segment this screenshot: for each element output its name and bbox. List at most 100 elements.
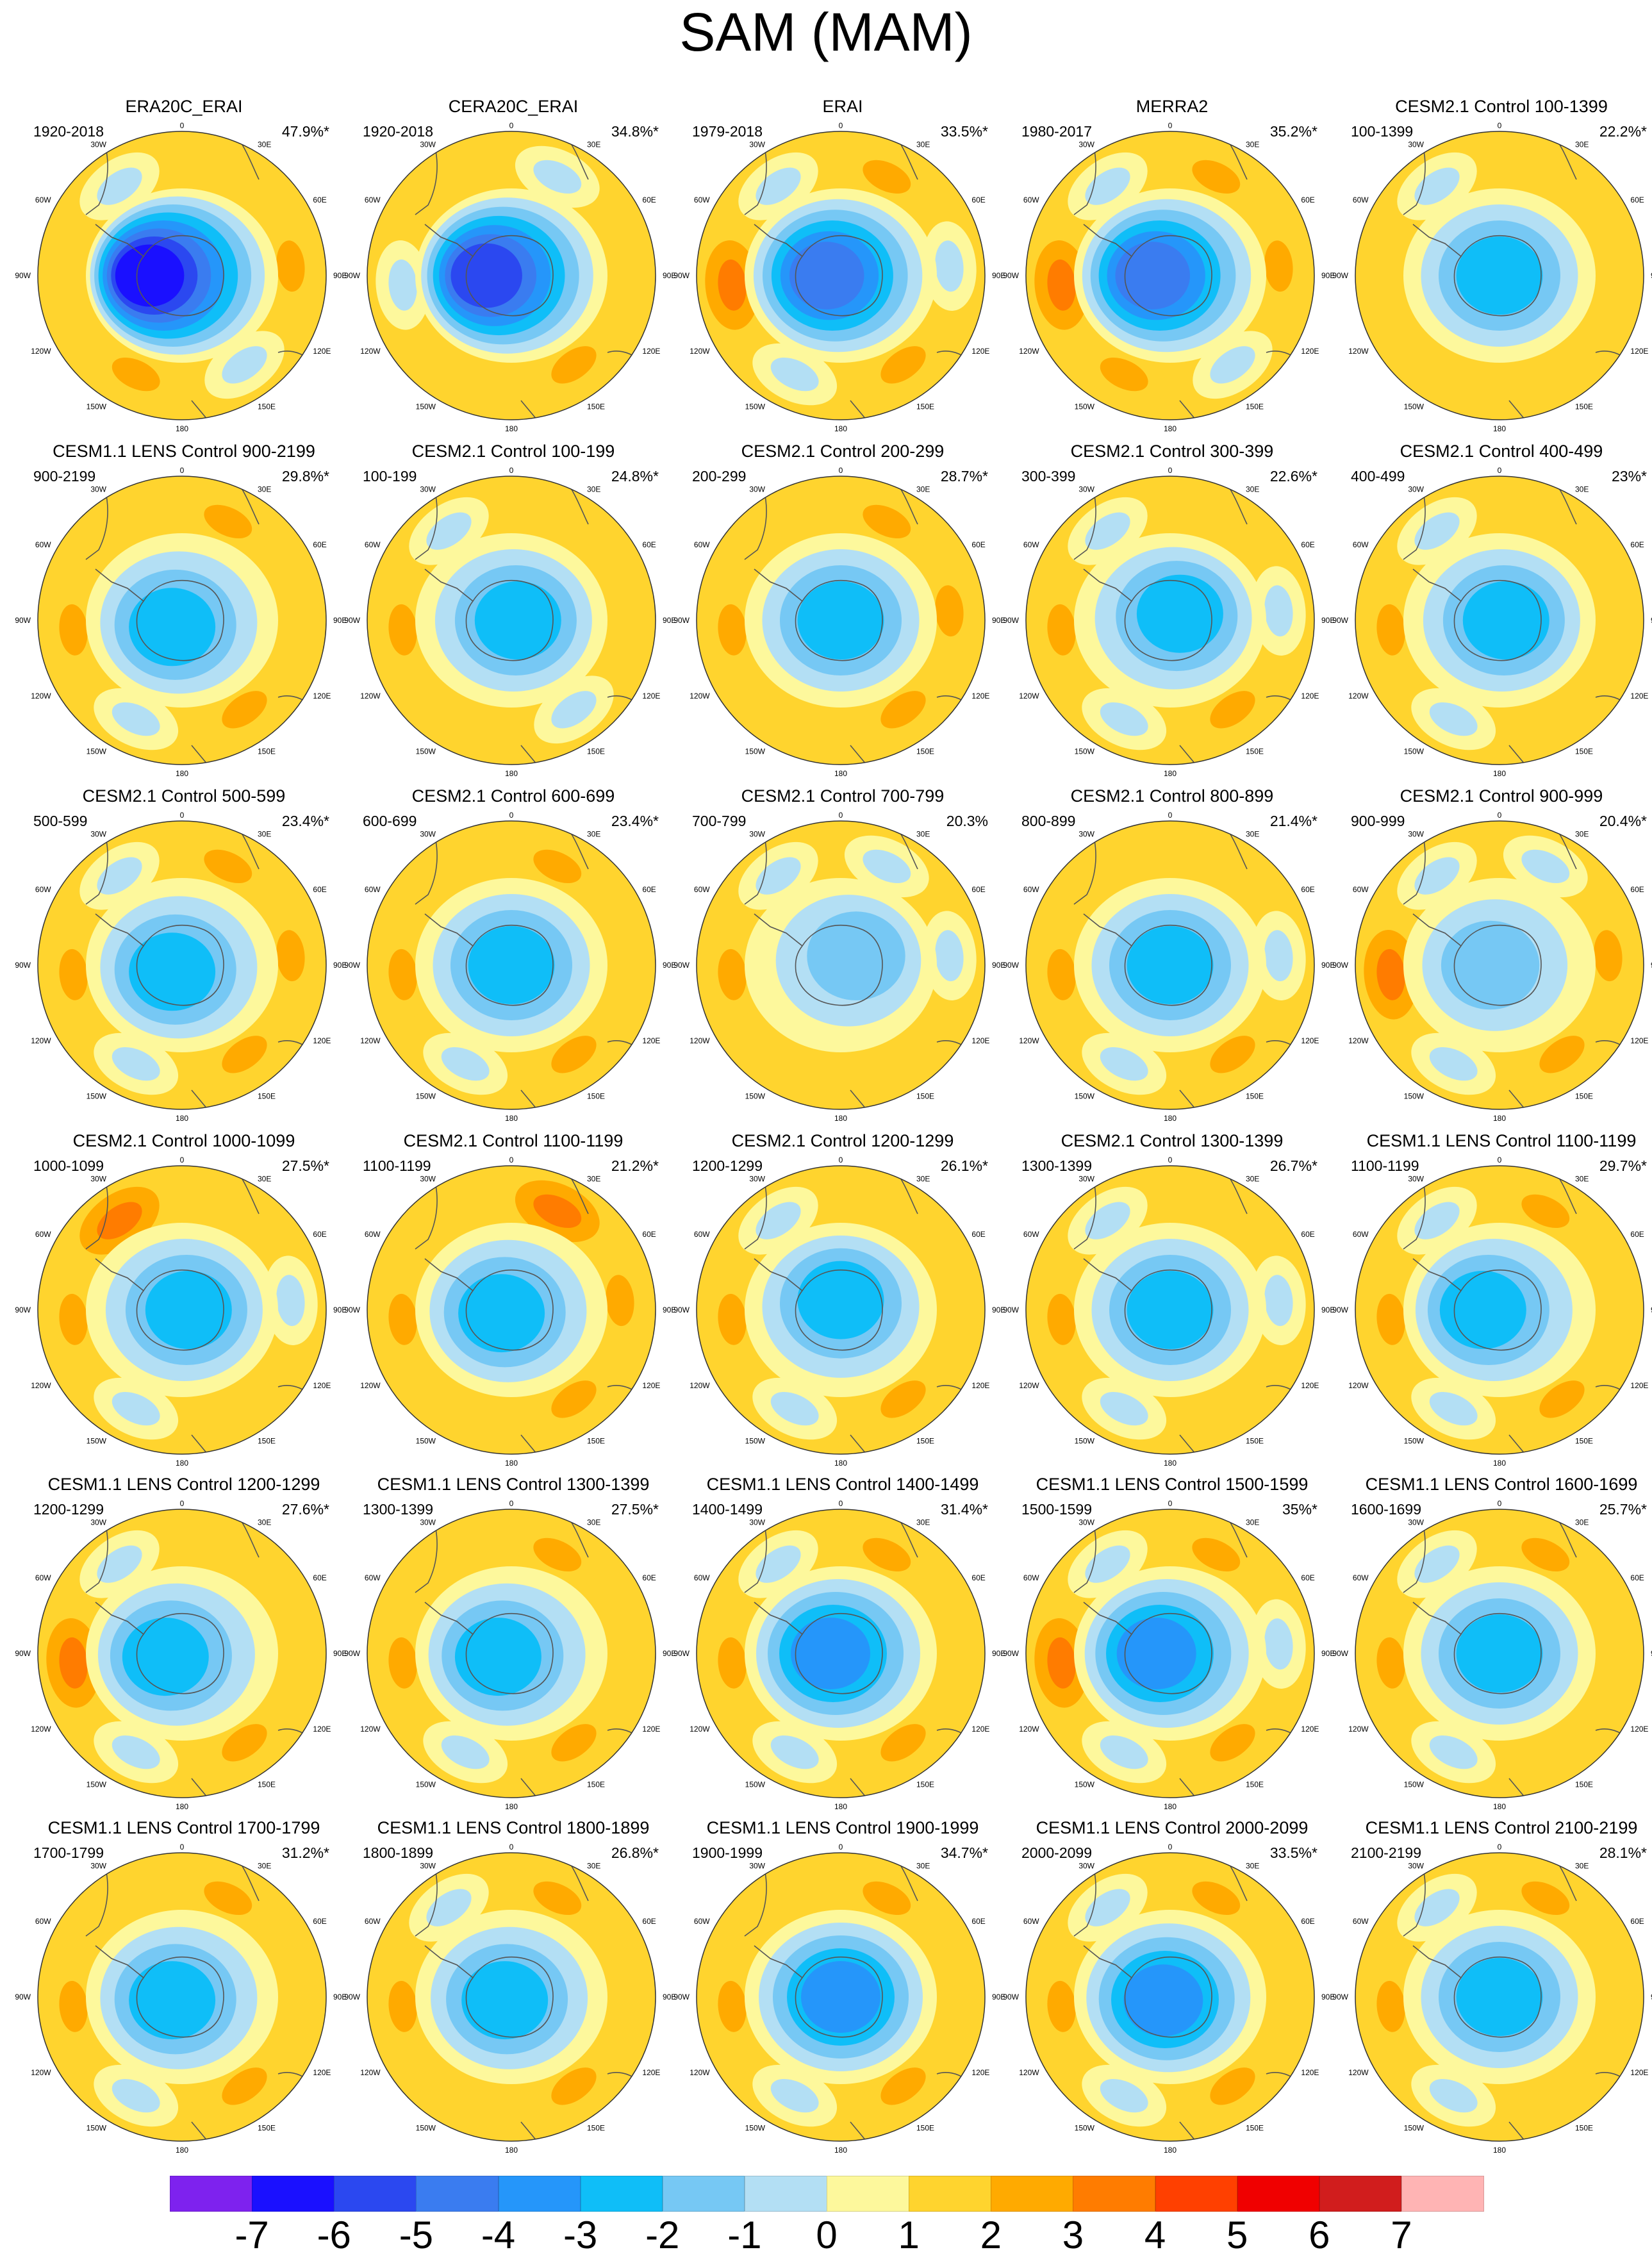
panel-period: 700-799 — [692, 813, 747, 829]
panel-title: CESM1.1 LENS Control 1100-1199 — [1366, 1131, 1637, 1150]
panel-period: 1000-1099 — [33, 1157, 104, 1174]
contour-blob-core — [1085, 167, 1130, 205]
longitude-label: 120E — [1301, 1725, 1319, 1734]
longitude-label: 120W — [31, 1036, 51, 1045]
longitude-label: 120E — [971, 1381, 989, 1390]
panel-variance: 29.8%* — [281, 468, 329, 485]
contour-blob-core — [222, 1036, 267, 1073]
contour-blob-core — [1376, 604, 1405, 656]
panel-variance: 23.4%* — [611, 813, 659, 829]
longitude-label: 30W — [1408, 485, 1424, 494]
longitude-labels: 0 180 30E 30W 60E 60W 90E 90W 120E 120W 150E 150W — [15, 811, 347, 1123]
longitude-label: 60E — [1301, 195, 1314, 204]
contour-field — [38, 131, 326, 420]
longitude-label: 120W — [1348, 1725, 1369, 1734]
longitude-label: 180 — [176, 424, 188, 433]
longitude-label: 60W — [35, 885, 51, 894]
longitude-label: 90E — [663, 961, 676, 970]
longitude-label: 60E — [1630, 885, 1644, 894]
longitude-label: 150E — [1575, 1091, 1593, 1100]
map-panel: CESM1.1 LENS Control 1900-1999 1900-1999 3… — [673, 1818, 1005, 2173]
contour-field — [697, 1853, 985, 2141]
longitude-label: 30E — [1246, 140, 1259, 149]
contour-field — [1026, 1509, 1314, 1798]
longitude-label: 180 — [1164, 424, 1177, 433]
longitude-labels: 0 180 30E 30W 60E 60W 90E 90W 120E 120W 150E 150W — [673, 466, 1005, 778]
contour-blob-core — [863, 1881, 911, 1916]
map-boundary — [37, 476, 327, 765]
longitude-label: 150E — [587, 2123, 605, 2132]
longitude-label: 60W — [1023, 1917, 1039, 1926]
contour-blob-core — [533, 1194, 582, 1229]
longitude-label: 150W — [1404, 1091, 1425, 1100]
longitude-labels: 0 180 30E 30W 60E 60W 90E 90W 120E 120W 150E 150W — [344, 811, 676, 1123]
longitude-label: 30E — [587, 485, 600, 494]
longitude-label: 30W — [90, 830, 106, 839]
contour-blob-core — [551, 1036, 597, 1073]
longitude-label: 90E — [663, 1649, 676, 1658]
longitude-label: 60E — [1630, 1573, 1644, 1582]
longitude-labels: 0 180 30E 30W 60E 60W 90E 90W 120E 120W 150E 150W — [673, 1155, 1005, 1468]
contour-level — [801, 1961, 880, 2033]
longitude-label: 120W — [1348, 1381, 1369, 1390]
panel-period: 1800-1899 — [363, 1844, 433, 1861]
map-panel: CESM2.1 Control 100-199 100-199 24.8%* 0 180… — [343, 441, 676, 797]
panel-variance: 27.6%* — [281, 1501, 329, 1518]
longitude-label: 150W — [416, 1780, 436, 1789]
longitude-label: 30W — [1078, 1518, 1094, 1527]
colorbar-tick-label: 0 — [816, 2214, 838, 2257]
longitude-label: 90W — [1003, 1992, 1019, 2001]
panel-variance: 21.4%* — [1269, 813, 1317, 829]
longitude-label: 90W — [344, 961, 360, 970]
longitude-label: 120W — [1348, 692, 1369, 700]
contour-blob-core — [388, 259, 417, 311]
contour-level — [791, 1618, 870, 1689]
contour-blob-core — [770, 2078, 819, 2113]
map-panel: ERAI 1979-2018 33.5%* 0 180 30E 30W 60E 60W 90E 90… — [673, 96, 1005, 452]
contour-level — [1115, 242, 1190, 310]
polar-map: 0 180 30E 30W 60E 60W 90E 90W 120E 120W 150E 150W — [1003, 1499, 1335, 1811]
longitude-label: 60W — [365, 540, 381, 549]
longitude-label: 90E — [1321, 961, 1335, 970]
longitude-label: 30E — [1575, 1518, 1589, 1527]
map-boundary — [367, 476, 656, 765]
longitude-label: 150W — [87, 402, 107, 411]
contour-blob-core — [59, 1980, 88, 2032]
panel-variance: 22.6%* — [1269, 468, 1317, 485]
longitude-label: 60E — [1301, 540, 1314, 549]
colorbar-tick-label: 7 — [1391, 2214, 1412, 2257]
panel-period: 100-1399 — [1351, 123, 1414, 140]
longitude-label: 0 — [1168, 811, 1173, 820]
longitude-labels: 0 180 30E 30W 60E 60W 90E 90W 120E 120W 150E 150W — [673, 1843, 1005, 2155]
longitude-label: 90W — [15, 1305, 31, 1314]
panel-title: CESM2.1 Control 1200-1299 — [731, 1131, 954, 1150]
panel-variance: 27.5%* — [611, 1501, 659, 1518]
longitude-label: 150E — [916, 402, 934, 411]
longitude-label: 0 — [180, 1499, 185, 1508]
longitude-label: 120E — [971, 1036, 989, 1045]
map-boundary — [37, 1509, 327, 1798]
map-panel: CESM2.1 Control 1200-1299 1200-1299 26.1%*… — [673, 1130, 1005, 1486]
longitude-label: 60E — [1630, 1917, 1644, 1926]
contour-blob-core — [551, 1724, 597, 1762]
panel-title: CESM2.1 Control 200-299 — [741, 442, 945, 461]
map-panel: ERA20C_ERAI 1920-2018 47.9%* 0 180 30E 30W 60E 6… — [14, 96, 347, 452]
longitude-labels: 0 180 30E 30W 60E 60W 90E 90W 120E 120W 150E 150W — [1003, 121, 1335, 433]
longitude-labels: 0 180 30E 30W 60E 60W 90E 90W 120E 120W 150E 150W — [1003, 811, 1335, 1123]
panel-title: CESM1.1 LENS Control 1800-1899 — [377, 1818, 650, 1837]
longitude-label: 150W — [416, 747, 436, 756]
longitude-label: 150E — [1246, 1436, 1264, 1445]
longitude-label: 180 — [1493, 1459, 1506, 1468]
longitude-label: 60E — [1630, 540, 1644, 549]
contour-level — [458, 1274, 545, 1353]
panel-variance: 26.8%* — [611, 1844, 659, 1861]
panel-title: CESM2.1 Control 600-699 — [411, 786, 615, 806]
longitude-label: 60E — [1630, 1230, 1644, 1239]
panel-period: 900-2199 — [33, 468, 96, 485]
contour-blob-core — [112, 1735, 160, 1769]
contour-level — [461, 1961, 549, 2040]
polar-map: 0 180 30E 30W 60E 60W 90E 90W 120E 120W 150E 150W — [1332, 1843, 1652, 2155]
polar-map: 0 180 30E 30W 60E 60W 90E 90W 120E 120W 150E 150W — [1332, 1155, 1652, 1468]
longitude-labels: 0 180 30E 30W 60E 60W 90E 90W 120E 120W 150E 150W — [1003, 1499, 1335, 1811]
longitude-label: 60E — [642, 885, 656, 894]
